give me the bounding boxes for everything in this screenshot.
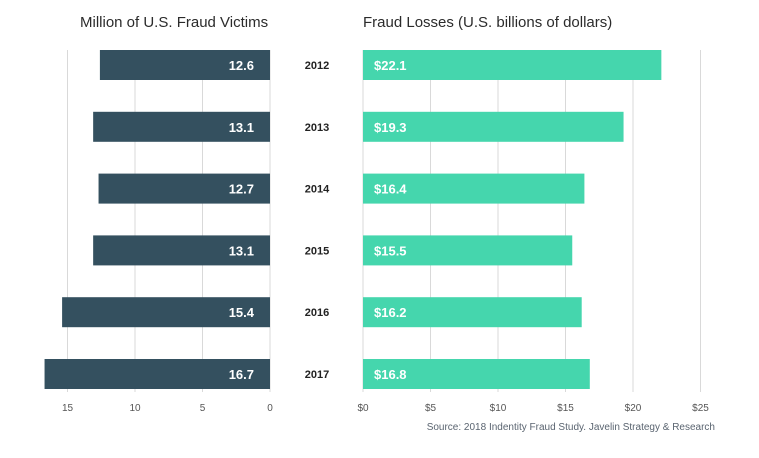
left-x-tick-label: 0	[267, 403, 273, 414]
year-label: 2014	[305, 184, 330, 196]
victims-bar-label: 13.1	[229, 120, 254, 135]
year-label: 2015	[305, 245, 329, 257]
losses-bar	[363, 297, 582, 328]
losses-bar-label: $16.8	[374, 367, 407, 382]
losses-bar	[363, 50, 662, 80]
victims-bar	[99, 50, 271, 80]
victims-bar	[98, 173, 270, 204]
right-x-tick-label: $20	[625, 403, 642, 414]
victims-bar	[44, 359, 270, 389]
victims-bar-label: 15.4	[229, 305, 255, 320]
left-x-tick-label: 10	[129, 403, 141, 414]
right-chart-title: Fraud Losses (U.S. billions of dollars)	[363, 14, 613, 31]
victims-bar-label: 12.6	[229, 58, 254, 73]
losses-bar-label: $22.1	[374, 58, 407, 73]
left-x-tick-label: 5	[200, 403, 206, 414]
losses-bar	[363, 359, 590, 389]
victims-bar	[93, 235, 271, 266]
losses-bar	[363, 173, 585, 204]
losses-bar-label: $16.2	[374, 305, 407, 320]
right-x-tick-label: $5	[425, 403, 437, 414]
right-x-tick-label: $25	[692, 403, 709, 414]
victims-bar	[93, 111, 271, 142]
left-x-tick-label: 15	[62, 403, 74, 414]
year-label: 2012	[305, 60, 329, 72]
right-x-tick-label: $10	[490, 403, 507, 414]
losses-bar	[363, 111, 624, 142]
losses-bar-label: $15.5	[374, 243, 407, 258]
losses-bar-label: $16.4	[374, 182, 407, 197]
year-label: 2017	[305, 369, 329, 381]
losses-bar	[363, 235, 573, 266]
year-label: 2016	[305, 307, 329, 319]
year-label: 2013	[305, 122, 329, 134]
losses-bar-label: $19.3	[374, 120, 407, 135]
victims-bar-label: 12.7	[229, 182, 254, 197]
right-x-tick-label: $0	[357, 403, 369, 414]
victims-bar-label: 13.1	[229, 243, 254, 258]
right-x-tick-label: $15	[557, 403, 574, 414]
victims-bar	[62, 297, 270, 328]
source-note: Source: 2018 Indentity Fraud Study. Jave…	[426, 422, 715, 433]
left-chart-title: Million of U.S. Fraud Victims	[80, 14, 269, 31]
victims-bar-label: 16.7	[229, 367, 254, 382]
